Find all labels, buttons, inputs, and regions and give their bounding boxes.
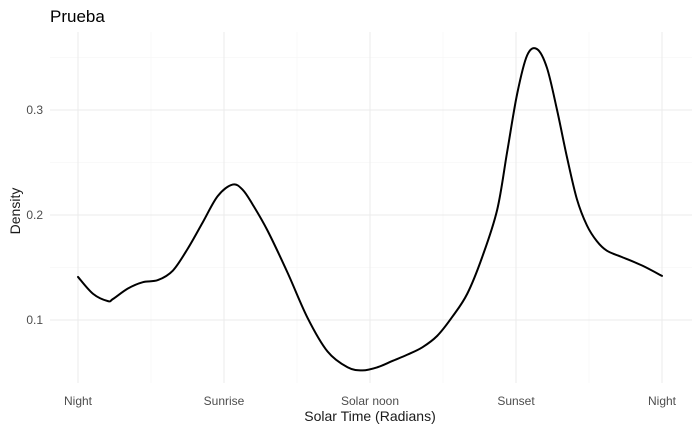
x-tick-label: Night (648, 394, 677, 408)
y-tick-label: 0.2 (26, 208, 43, 222)
x-tick-label: Sunrise (204, 394, 245, 408)
x-tick-label: Night (64, 394, 93, 408)
x-tick-label: Solar noon (341, 394, 399, 408)
y-tick-label: 0.1 (26, 313, 43, 327)
y-tick-label: 0.3 (26, 103, 43, 117)
y-axis-title: Density (7, 188, 23, 235)
chart-title: Prueba (50, 7, 105, 26)
x-tick-label: Sunset (497, 394, 535, 408)
x-axis-title: Solar Time (Radians) (304, 408, 436, 424)
tick-labels: Night Sunrise Solar noon Sunset Night 0.1 0.2 0… (26, 103, 676, 408)
grid (50, 32, 692, 383)
density-curve (77, 47, 663, 372)
